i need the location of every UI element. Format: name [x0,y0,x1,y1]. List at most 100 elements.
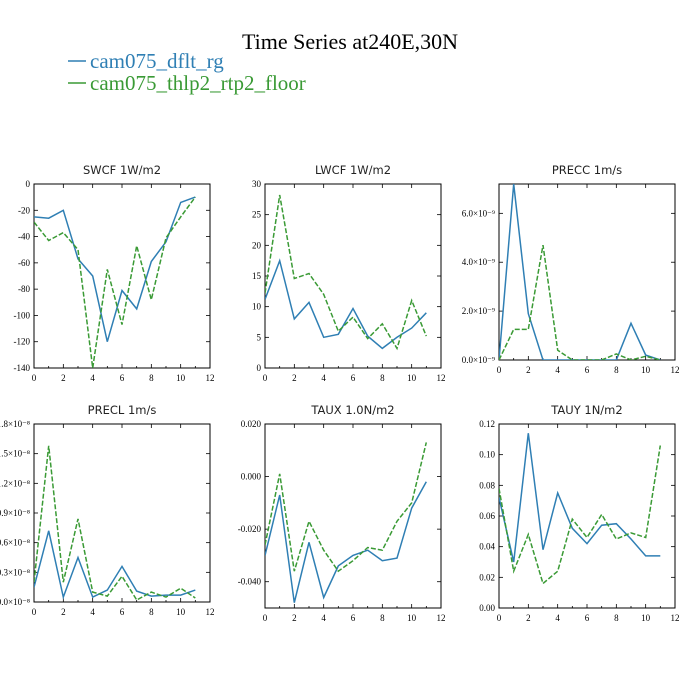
x-tick-label: 0 [263,613,268,623]
panel-swcf: SWCF 1W/m2 0 2 4 6 8 10 12 0 -20 -40 -60 -80 -100 -120… [14,163,215,383]
x-tick-label: 10 [407,613,417,623]
series-line-taux-thlp2 [265,442,428,573]
x-tick-label: 6 [120,373,125,383]
x-tick-label: 2 [526,613,531,623]
x-tick-label: 12 [206,607,215,617]
panel-title-precl: PRECL 1m/s [88,403,157,417]
x-tick-label: 8 [380,613,385,623]
axes-frame-lwcf [264,183,442,369]
series-line-swcf-thlp2 [34,196,196,368]
y-tick-label: -0.020 [238,524,262,534]
x-tick-label: 2 [292,613,297,623]
x-tick-label: 12 [206,373,215,383]
panel-title-taux: TAUX 1.0N/m2 [310,403,394,417]
x-tick-label: 8 [614,613,619,623]
legend: cam075_dflt_rg cam075_thlp2_rtp2_floor [68,49,306,95]
y-tick-label: 30 [252,179,262,189]
x-tick-label: 12 [671,365,680,375]
x-tick-label: 6 [120,607,125,617]
y-tick-label: 0.02 [479,572,495,582]
series-line-lwcf-thlp2 [265,194,427,351]
y-tick-label: -0.040 [238,577,262,587]
y-tick-label: 0.10 [479,450,495,460]
y-tick-label: 10 [252,302,262,312]
x-tick-label: 0 [32,607,37,617]
x-tick-label: 8 [614,365,619,375]
x-tick-label: 2 [61,373,66,383]
x-tick-label: 4 [555,613,560,623]
y-tick-label: -40 [18,232,30,242]
series-line-swcf-dflt [34,196,196,342]
x-tick-label: 4 [321,373,326,383]
y-tick-label: 0.3×10⁻⁸ [0,567,30,577]
axes-frame-precc [498,183,676,361]
series-line-precl-dflt [34,530,196,600]
panel-title-tauy: TAUY 1N/m2 [550,403,622,417]
x-tick-label: 8 [380,373,385,383]
panel-taux: TAUX 1.0N/m2 0 2 4 6 8 10 12 0.020 0.000 -0.020 -0.… [238,403,446,623]
series-line-tauy-dflt [499,433,661,563]
y-tick-label: -100 [14,310,31,320]
series-line-precl-thlp2 [34,445,196,601]
x-tick-label: 12 [671,613,680,623]
x-tick-label: 12 [437,613,446,623]
x-tick-label: 6 [585,365,590,375]
x-tick-label: 10 [176,607,186,617]
figure-title: Time Series at240E,30N [242,29,458,54]
x-tick-label: 6 [351,613,356,623]
y-tick-label: 0 [26,179,31,189]
x-tick-label: 8 [149,373,154,383]
y-tick-label: 15 [252,271,262,281]
series-line-taux-dflt [265,481,427,603]
y-tick-label: 0.12 [479,419,495,429]
series-line-precc-dflt [499,184,661,360]
y-tick-label: 1.2×10⁻⁸ [0,478,30,488]
y-tick-label: 1.5×10⁻⁸ [0,449,30,459]
legend-label-dflt: cam075_dflt_rg [90,49,224,73]
chart-panels: SWCF 1W/m2 0 2 4 6 8 10 12 0 -20 -40 -60 -80 -100 -120… [0,163,680,623]
y-tick-label: -80 [18,284,30,294]
x-tick-label: 6 [351,373,356,383]
x-tick-label: 0 [497,365,502,375]
x-tick-label: 2 [292,373,297,383]
y-tick-label: 0.08 [479,480,495,490]
panel-title-lwcf: LWCF 1W/m2 [315,163,391,177]
panel-precl: PRECL 1m/s 0 2 4 6 8 10 12 0.0×10⁻⁸ 0.3×10⁻⁸ 0.6×1… [0,403,215,617]
y-tick-label: 0.9×10⁻⁸ [0,508,30,518]
x-tick-label: 8 [149,607,154,617]
y-tick-label: 0 [257,363,262,373]
panel-title-swcf: SWCF 1W/m2 [83,163,161,177]
panel-tauy: TAUY 1N/m2 0 2 4 6 8 10 12 0.00 0.02 0.04 0.06 0.08 0… [479,403,679,623]
series-line-lwcf-dflt [265,258,427,350]
series-line-tauy-thlp2 [499,445,662,585]
y-tick-label: 0.0×10⁻⁹ [462,355,495,365]
x-tick-label: 6 [585,613,590,623]
x-tick-label: 10 [176,373,186,383]
x-tick-label: 4 [90,373,95,383]
y-tick-label: -140 [14,363,31,373]
x-tick-label: 0 [263,373,268,383]
y-tick-label: -120 [14,337,31,347]
axes-frame-precl [33,423,211,603]
y-tick-label: 0.0×10⁻⁸ [0,597,30,607]
y-tick-label: 2.0×10⁻⁹ [462,306,495,316]
x-tick-label: 10 [407,373,417,383]
y-tick-label: 4.0×10⁻⁹ [462,257,495,267]
panel-title-precc: PRECC 1m/s [552,163,622,177]
y-tick-label: 6.0×10⁻⁹ [462,208,495,218]
legend-label-thlp2: cam075_thlp2_rtp2_floor [90,71,306,95]
x-tick-label: 10 [641,365,651,375]
y-tick-label: -20 [18,205,30,215]
y-tick-label: 0.6×10⁻⁸ [0,538,30,548]
y-tick-label: 0.00 [479,603,495,613]
x-tick-label: 10 [641,613,651,623]
y-tick-label: -60 [18,258,30,268]
series-line-precc-thlp2 [499,244,661,360]
y-tick-label: 0.04 [479,542,495,552]
y-tick-label: 20 [252,240,262,250]
panel-lwcf: LWCF 1W/m2 0 2 4 6 8 10 12 0 5 10 15 20 25 30 [252,163,446,383]
x-tick-label: 4 [90,607,95,617]
y-tick-label: 0.000 [241,472,262,482]
x-tick-label: 0 [497,613,502,623]
